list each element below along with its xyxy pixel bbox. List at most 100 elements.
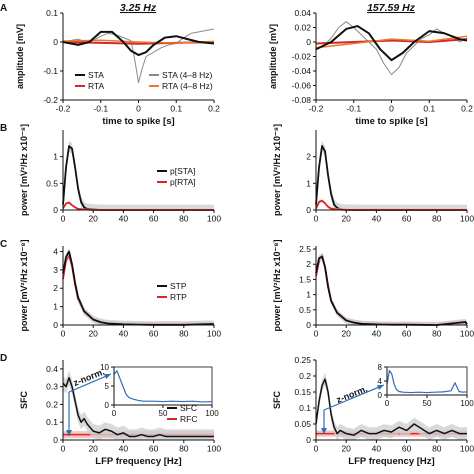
chart-series-3-line bbox=[315, 25, 468, 62]
inset-y-tick-label: 0 bbox=[378, 391, 383, 400]
y-tick-label: 2.5 bbox=[299, 244, 311, 254]
column-title-right: 157.59 Hz bbox=[367, 2, 416, 14]
chart-series-2-line bbox=[62, 39, 215, 44]
y-tick-label: 4 bbox=[53, 246, 58, 256]
x-axis-label: LFP frequency [Hz] bbox=[348, 456, 434, 467]
x-tick-label: 100 bbox=[207, 214, 221, 224]
z-norm-label: z-norm. bbox=[335, 383, 369, 404]
chart-series-1-line bbox=[315, 255, 468, 326]
arrow-head bbox=[66, 430, 72, 436]
z-norm-arrow bbox=[323, 384, 385, 411]
arrow-head bbox=[104, 374, 111, 380]
chart-series-1-line bbox=[315, 38, 468, 45]
chart-series-1-band bbox=[63, 370, 214, 440]
panel-letter-d: D bbox=[0, 353, 7, 364]
legend-label: p[STA] bbox=[170, 166, 195, 176]
x-tick-label: 60 bbox=[402, 214, 412, 224]
y-tick-label: 2 bbox=[306, 259, 311, 269]
y-tick-label: -0.06 bbox=[292, 80, 312, 90]
x-tick-label: 100 bbox=[207, 329, 221, 339]
column-title-left: 3.25 Hz bbox=[120, 2, 157, 14]
legend-label: STA (4–8 Hz) bbox=[162, 70, 213, 80]
x-tick-label: 0.1 bbox=[170, 104, 182, 114]
chart-B-right: 0 20 40 60 80 100 0 1 2 power [mV²/Hz x10⁻⁸] bbox=[272, 124, 474, 224]
y-tick-label: 0.05 bbox=[294, 419, 311, 429]
arrow-head bbox=[321, 428, 327, 434]
y-tick-label: 0.15 bbox=[294, 387, 311, 397]
legend-label: RTA (4–8 Hz) bbox=[162, 81, 213, 91]
z-norm-arrow bbox=[68, 373, 112, 393]
y-tick-label: 1 bbox=[53, 302, 58, 312]
y-tick-label: 1 bbox=[53, 152, 58, 162]
panel-letter-c: C bbox=[0, 239, 7, 250]
legend-label: SFC bbox=[180, 403, 197, 413]
y-axis-label: power [mV²/Hz x10⁻⁸] bbox=[272, 124, 282, 216]
y-tick-label: 0.25 bbox=[294, 355, 311, 365]
y-tick-label: 2 bbox=[53, 283, 58, 293]
y-tick-label: 0.02 bbox=[294, 22, 311, 32]
x-tick-label: 20 bbox=[88, 214, 98, 224]
inset-y-tick-label: 10 bbox=[100, 363, 109, 372]
y-tick-label: 0.1 bbox=[46, 417, 58, 427]
x-tick-label: 40 bbox=[119, 444, 129, 454]
inset-x-tick-label: 0 bbox=[112, 409, 117, 418]
y-tick-label: -0.02 bbox=[292, 51, 312, 61]
y-tick-label: 1.5 bbox=[299, 274, 311, 284]
x-tick-label: 20 bbox=[88, 444, 98, 454]
inset-y-tick-label: 0 bbox=[105, 401, 110, 410]
x-tick-label: 0.2 bbox=[461, 104, 473, 114]
y-tick-label: 0.04 bbox=[294, 8, 311, 18]
y-tick-label: 1 bbox=[306, 178, 311, 188]
x-tick-label: 0 bbox=[61, 329, 66, 339]
chart-series-1-band bbox=[316, 372, 467, 440]
x-tick-label: 40 bbox=[372, 444, 382, 454]
chart-C-right: 0 20 40 60 80 100 0 0.5 1 1.5 2 2.5 power [mV²/Hz x1… bbox=[272, 239, 474, 338]
chart-series-1-line bbox=[315, 378, 467, 436]
y-tick-label: 0 bbox=[306, 37, 311, 47]
x-axis-label: LFP frequency [Hz] bbox=[95, 456, 181, 467]
x-tick-label: 20 bbox=[341, 214, 351, 224]
y-tick-label: 0.5 bbox=[46, 178, 58, 188]
y-tick-label: 0 bbox=[53, 435, 58, 445]
x-tick-label: 40 bbox=[372, 329, 382, 339]
chart-A-right: -0.2 -0.1 0 0.1 0.2 -0.08 -0.06 -0.04 -0.02 0 0.02… bbox=[268, 8, 473, 127]
x-tick-label: 20 bbox=[88, 329, 98, 339]
inset-D-right: 0 50 100 0 4 8 bbox=[378, 363, 474, 408]
y-axis-label: power [mV²/Hz x10⁻⁸] bbox=[19, 239, 29, 331]
z-norm-label: z-norm. bbox=[72, 366, 106, 387]
x-tick-label: 100 bbox=[460, 444, 474, 454]
x-tick-label: 60 bbox=[149, 214, 159, 224]
y-tick-label: 0.4 bbox=[46, 364, 58, 374]
inset-y-tick-label: 4 bbox=[378, 377, 383, 386]
y-tick-label: 1 bbox=[306, 290, 311, 300]
x-tick-label: 60 bbox=[402, 329, 412, 339]
inset-y-tick-label: 8 bbox=[378, 363, 383, 372]
x-tick-label: 60 bbox=[149, 444, 159, 454]
chart-series-3-line bbox=[62, 30, 215, 57]
x-tick-label: 60 bbox=[149, 329, 159, 339]
chart-series-0-line bbox=[315, 145, 467, 211]
x-tick-label: -0.1 bbox=[346, 104, 361, 114]
x-tick-label: 100 bbox=[460, 214, 474, 224]
inset-x-tick-label: 100 bbox=[460, 399, 474, 408]
y-axis-label: amplitude [mV] bbox=[15, 24, 25, 89]
chart-series-0-line bbox=[315, 21, 468, 76]
legend-label: RFC bbox=[180, 414, 197, 424]
y-tick-label: 0.1 bbox=[46, 8, 58, 18]
x-tick-label: 20 bbox=[341, 444, 351, 454]
panel-letter-b: B bbox=[0, 123, 7, 134]
y-tick-label: -0.1 bbox=[43, 66, 58, 76]
y-axis-label: SFC bbox=[19, 390, 29, 409]
arrow-head bbox=[377, 384, 384, 390]
legend-label: RTP bbox=[170, 292, 187, 302]
x-tick-label: 40 bbox=[119, 329, 129, 339]
chart-series-2-line bbox=[315, 35, 468, 49]
x-tick-label: 0 bbox=[136, 104, 141, 114]
y-tick-label: 0.5 bbox=[299, 305, 311, 315]
y-tick-label: 0 bbox=[53, 320, 58, 330]
panel-letter-a: A bbox=[0, 3, 7, 14]
